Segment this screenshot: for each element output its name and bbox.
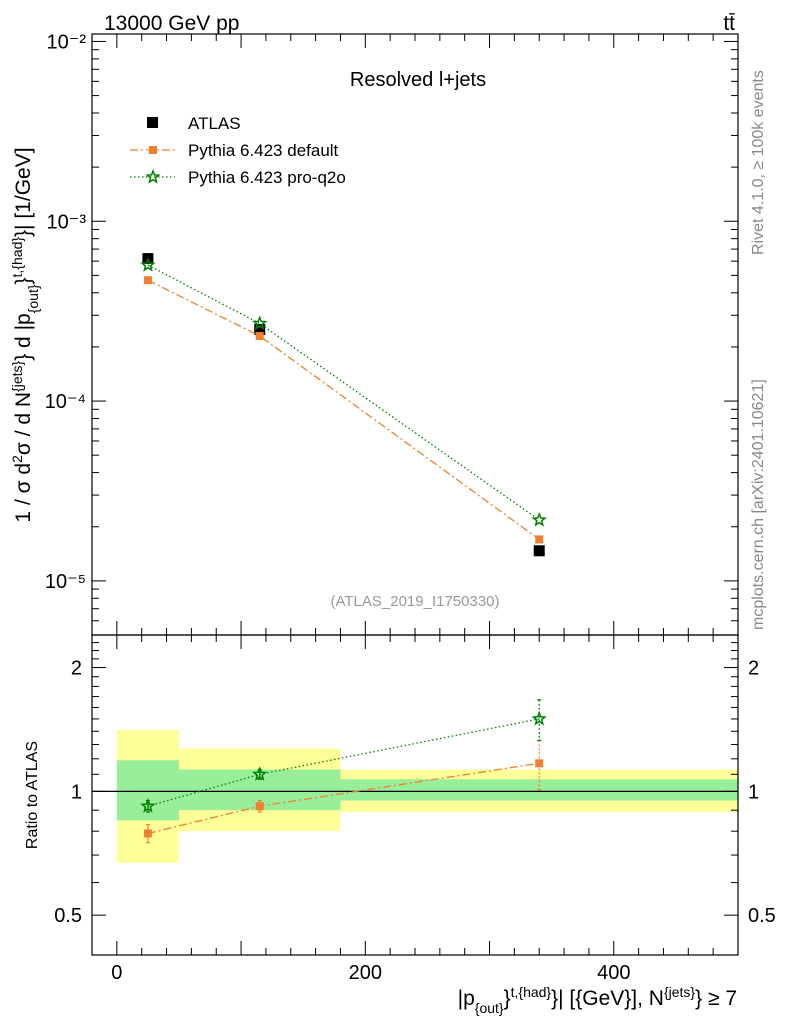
- legend-label-atlas: ATLAS: [188, 114, 241, 133]
- data-point: [535, 535, 544, 544]
- legend-marker-proq2o: [145, 168, 161, 184]
- main-y-tick-label: 10⁻³: [47, 211, 87, 233]
- process-label: tt̄: [723, 12, 735, 35]
- ratio-point: [140, 798, 156, 813]
- data-point: [255, 332, 264, 341]
- main-y-tick-label: 10⁻²: [47, 31, 87, 53]
- data-point: [531, 511, 547, 527]
- ratio-y-tick-label-right: 0.5: [748, 905, 776, 927]
- rivet-label: Rivet 4.1.0, ≥ 100k events: [750, 70, 767, 255]
- ratio-tick-labels: 0.5 0.5 1 1 2 2 0 200 400: [54, 658, 776, 984]
- ratio-point: [143, 829, 152, 838]
- legend-marker-atlas: [147, 117, 158, 128]
- x-axis-label: |p{out}}t,{had}}| [{GeV}], N{jets}} ≥ 7: [458, 984, 737, 1016]
- data-point: [252, 315, 268, 331]
- ratio-y-tick-label: 1: [71, 781, 82, 803]
- ratio-y-axis-label: Ratio to ATLAS: [24, 741, 41, 849]
- ratio-point: [535, 759, 544, 768]
- ratio-point: [255, 802, 264, 811]
- ratio-y-tick-label: 2: [71, 658, 82, 680]
- series-line: [147, 264, 540, 521]
- data-point: [140, 257, 156, 272]
- ratio-series-layer: [140, 699, 547, 844]
- legend-label-default: Pythia 6.423 default: [188, 141, 339, 160]
- analysis-id: (ATLAS_2019_I1750330): [330, 593, 499, 610]
- collision-label: 13000 GeV pp: [104, 12, 239, 35]
- ratio-y-tick-label: 0.5: [54, 905, 82, 927]
- ratio-y-tick-label-right: 2: [748, 658, 759, 680]
- main-y-tick-labels: 10⁻⁵ 10⁻⁴ 10⁻³ 10⁻²: [45, 31, 87, 592]
- ratio-point: [531, 710, 547, 726]
- legend-marker-default: [149, 146, 157, 154]
- ratio-bands-layer: [92, 729, 738, 863]
- ratio-point: [252, 766, 268, 781]
- series-line: [147, 279, 540, 540]
- data-point: [254, 324, 266, 336]
- legend-label-proq2o: Pythia 6.423 pro-q2o: [188, 168, 346, 187]
- legend: ATLAS Pythia 6.423 default Pythia 6.423 …: [130, 114, 346, 187]
- main-series-layer: [140, 253, 547, 557]
- mcplots-label: mcplots.cern.ch [arXiv:2401.10621]: [750, 379, 767, 630]
- x-tick-label: 400: [597, 962, 630, 984]
- main-y-tick-label: 10⁻⁴: [45, 391, 86, 413]
- data-point: [143, 276, 152, 285]
- main-y-tick-label: 10⁻⁵: [45, 571, 86, 593]
- plot-title: Resolved l+jets: [350, 69, 486, 91]
- x-tick-label: 0: [111, 962, 122, 984]
- ratio-y-tick-label-right: 1: [748, 781, 759, 803]
- main-y-axis-label: 1 / σ d2σ / d N{jets}} d |p{out}}t,{had}…: [9, 147, 41, 522]
- main-axis-ticks: [92, 34, 739, 635]
- ratio-axis-ticks: [92, 634, 739, 956]
- x-tick-label: 200: [349, 962, 382, 984]
- data-point: [533, 545, 545, 557]
